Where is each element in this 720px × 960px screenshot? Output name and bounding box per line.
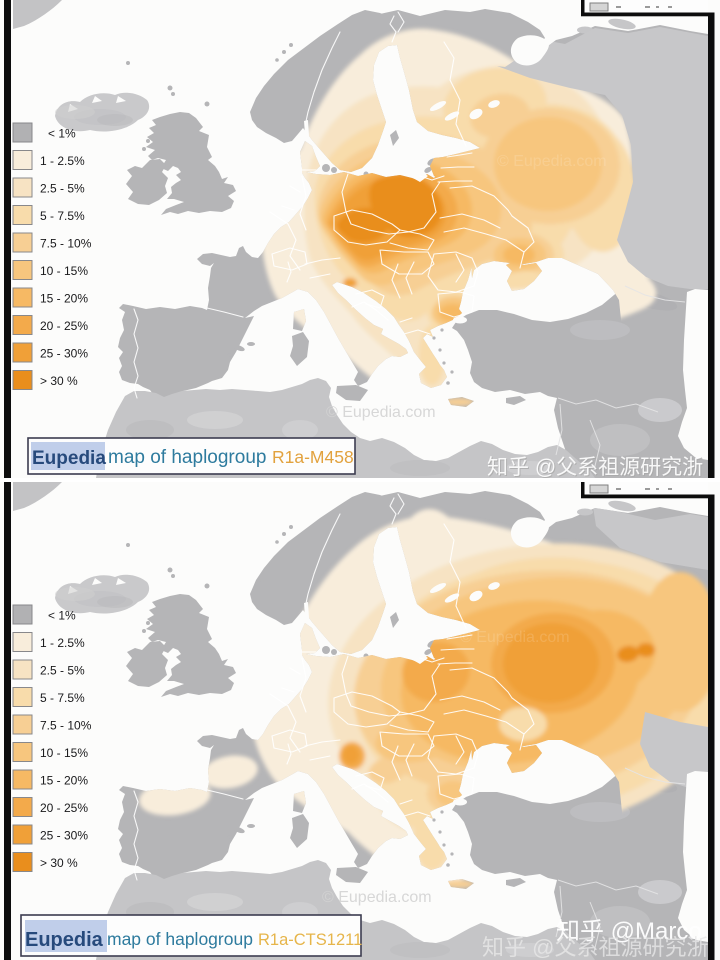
svg-text:R1a-M458: R1a-M458: [272, 447, 354, 467]
svg-text:© Eupedia.com: © Eupedia.com: [322, 889, 432, 906]
svg-text:2.5 - 5%: 2.5 - 5%: [40, 182, 85, 196]
svg-text:知乎 @父系祖源研究浙: 知乎 @父系祖源研究浙: [488, 457, 704, 480]
svg-text:Eupedia: Eupedia: [25, 929, 104, 951]
svg-text:Eupedia: Eupedia: [32, 448, 106, 469]
svg-text:20 - 25%: 20 - 25%: [40, 801, 88, 815]
svg-text:20 - 25%: 20 - 25%: [40, 319, 88, 333]
svg-text:> 30 %: > 30 %: [40, 374, 78, 388]
svg-text:知乎 @父系祖源研究浙: 知乎 @父系祖源研究浙: [482, 935, 708, 960]
svg-text:1 - 2.5%: 1 - 2.5%: [40, 154, 85, 168]
svg-text:< 1%: < 1%: [48, 127, 76, 141]
svg-text:7.5 - 10%: 7.5 - 10%: [40, 719, 92, 733]
svg-text:10 - 15%: 10 - 15%: [40, 746, 88, 760]
svg-text:15 - 20%: 15 - 20%: [40, 774, 88, 788]
svg-text:© Eupedia.com: © Eupedia.com: [460, 629, 570, 646]
svg-text:10 - 15%: 10 - 15%: [40, 264, 88, 278]
svg-text:知乎 @Marco: 知乎 @Marco: [556, 918, 702, 945]
svg-text:© Eupedia.com: © Eupedia.com: [326, 404, 436, 421]
svg-text:1 - 2.5%: 1 - 2.5%: [40, 636, 85, 650]
svg-text:5 - 7.5%: 5 - 7.5%: [40, 209, 85, 223]
svg-text:map of haplogroup: map of haplogroup: [107, 929, 253, 949]
svg-text:< 1%: < 1%: [48, 609, 76, 623]
svg-text:R1a-CTS1211: R1a-CTS1211: [258, 931, 362, 949]
svg-text:2.5 - 5%: 2.5 - 5%: [40, 664, 85, 678]
svg-text:15 - 20%: 15 - 20%: [40, 292, 88, 306]
svg-text:25 - 30%: 25 - 30%: [40, 829, 88, 843]
svg-text:> 30 %: > 30 %: [40, 856, 78, 870]
svg-text:25 - 30%: 25 - 30%: [40, 347, 88, 361]
svg-text:7.5 - 10%: 7.5 - 10%: [40, 237, 92, 251]
svg-text:map of haplogroup: map of haplogroup: [108, 447, 266, 468]
svg-text:5 - 7.5%: 5 - 7.5%: [40, 691, 85, 705]
svg-text:知乎 @父系祖源研究浙: 知乎 @父系祖源研究浙: [487, 456, 703, 479]
svg-text:© Eupedia.com: © Eupedia.com: [497, 153, 607, 170]
